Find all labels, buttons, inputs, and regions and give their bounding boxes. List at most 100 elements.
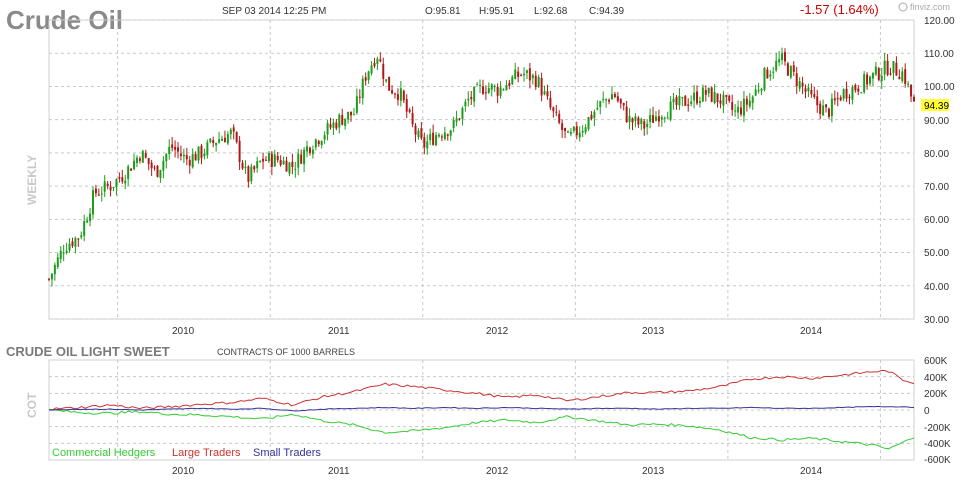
candle-body [135, 157, 138, 163]
candle-body [880, 75, 883, 82]
candle-body [514, 69, 517, 79]
candle-body [772, 71, 775, 73]
candle-body [417, 130, 420, 138]
candle-body [652, 115, 655, 123]
candle-body [786, 63, 789, 76]
candle-body [819, 103, 822, 114]
finviz-logo[interactable]: finviz.com [898, 2, 950, 12]
y-tick-label: 90.00 [924, 116, 949, 127]
candle-body [748, 100, 751, 107]
candle-body [185, 155, 188, 160]
candle-body [80, 235, 83, 238]
candle-body [308, 147, 311, 153]
candle-body [657, 116, 660, 122]
candle-body [833, 98, 836, 101]
candle-body [420, 128, 423, 139]
candle-body [549, 97, 552, 108]
candle-body [610, 94, 613, 100]
candle-body [781, 53, 784, 61]
candle-body [197, 146, 200, 161]
candle-body [696, 91, 699, 104]
candle-body [493, 86, 496, 88]
candle-body [200, 145, 203, 159]
candle-body [654, 116, 657, 121]
candle-body [350, 111, 353, 116]
candle-body [338, 114, 341, 128]
candle-body [373, 63, 376, 67]
candle-body [830, 98, 833, 117]
candle-body [704, 89, 707, 95]
candle-body [344, 118, 347, 126]
candle-body [848, 96, 851, 98]
candle-body [822, 105, 825, 116]
candle-body [411, 112, 414, 125]
candle-body [540, 78, 543, 96]
candle-body [874, 66, 877, 75]
candle-body [215, 143, 218, 146]
price-gridlines [49, 19, 914, 320]
candle-body [382, 63, 385, 79]
candle-body [719, 100, 722, 104]
candle-body [294, 168, 297, 170]
candle-body [300, 154, 303, 164]
candle-body [238, 140, 241, 162]
candle-body [432, 132, 435, 145]
candle-body [405, 99, 408, 112]
high-value: H:95.91 [479, 6, 514, 17]
candle-body [335, 122, 338, 129]
candle-body [59, 250, 62, 260]
candle-body [622, 102, 625, 106]
candle-body [637, 117, 640, 125]
candle-body [698, 101, 701, 103]
candle-body [256, 161, 259, 169]
candle-body [103, 181, 106, 192]
candle-body [666, 117, 669, 119]
candle-body [616, 96, 619, 102]
candle-body [907, 83, 910, 85]
candle-body [376, 58, 379, 64]
cot-y-tick-label: 0 [924, 406, 930, 417]
candle-body [508, 82, 511, 86]
candle-body [476, 84, 479, 86]
candle-body [734, 110, 737, 112]
candle-body [825, 104, 828, 108]
candle-body [253, 166, 256, 170]
candle-body [725, 94, 728, 98]
candle-body [414, 125, 417, 135]
candle-body [543, 91, 546, 95]
candle-body [385, 79, 388, 82]
candle-body [221, 138, 223, 141]
open-value: O:95.81 [425, 6, 461, 17]
close-value: C:94.39 [589, 6, 624, 17]
candle-body [534, 75, 537, 88]
cot-x-tick-label: 2014 [800, 466, 823, 477]
weekly-side-label: WEEKLY [25, 155, 39, 205]
y-tick-label: 40.00 [924, 282, 949, 293]
candle-body [270, 153, 273, 167]
candle-body [297, 153, 300, 168]
candle-body [763, 68, 766, 91]
candle-body [62, 252, 65, 254]
cot-x-tick-label: 2011 [328, 466, 350, 477]
price-candles [48, 47, 915, 287]
candle-body [910, 84, 913, 97]
candle-body [564, 127, 567, 132]
candle-body [596, 107, 599, 110]
cot-subtitle: CONTRACTS OF 1000 BARRELS [217, 347, 355, 357]
cot-y-tick-label: -400K [924, 439, 951, 450]
price-plot-area [48, 19, 915, 320]
candle-body [678, 96, 681, 106]
current-price-label: 94.39 [924, 101, 949, 112]
candle-body [690, 101, 693, 104]
candle-body [883, 60, 886, 75]
candle-body [789, 66, 792, 78]
candle-body [203, 153, 206, 157]
candle-body [575, 126, 578, 136]
candle-body [804, 88, 807, 92]
candle-body [267, 153, 270, 162]
candle-body [605, 99, 608, 101]
candle-body [613, 93, 616, 98]
candle-body [452, 120, 455, 129]
candle-body [572, 126, 575, 131]
small-traders-line [48, 405, 915, 412]
